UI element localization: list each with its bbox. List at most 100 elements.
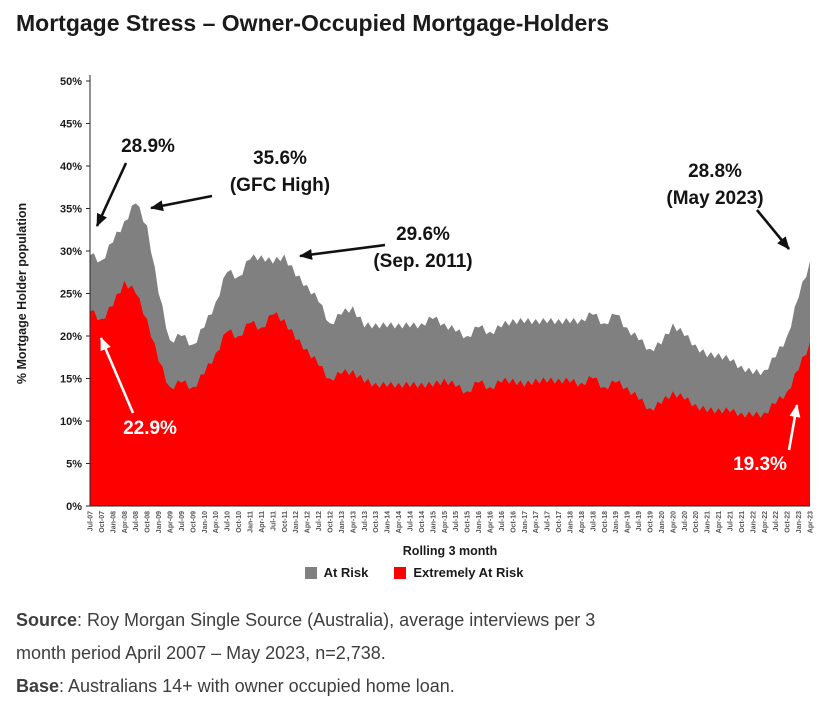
svg-text:Jul-18: Jul-18	[590, 511, 597, 531]
base-line: Base: Australians 14+ with owner occupie…	[16, 670, 822, 703]
at-risk-swatch-icon	[304, 566, 317, 579]
base-label: Base	[16, 676, 60, 696]
svg-text:Apr-15: Apr-15	[442, 511, 449, 533]
mortgage-stress-area-chart: 0% 5% 10% 15% 20% 25% 30% 35% 40% 45% 50% Jul-07 Oct…	[15, 75, 815, 558]
svg-text:Jul-14: Jul-14	[408, 511, 415, 531]
svg-text:Apr-18: Apr-18	[579, 511, 586, 533]
svg-text:Jan-13: Jan-13	[339, 511, 346, 533]
svg-text:Jan-14: Jan-14	[385, 511, 392, 533]
source-note: Source: Roy Morgan Single Source (Austra…	[16, 604, 822, 703]
svg-text:Oct-21: Oct-21	[739, 511, 746, 533]
svg-text:Oct-22: Oct-22	[785, 511, 792, 533]
annotation-gfc-caption: (GFC High)	[229, 175, 331, 196]
svg-text:Oct-11: Oct-11	[282, 511, 289, 533]
svg-text:Apr-16: Apr-16	[488, 511, 495, 533]
base-text: : Australians 14+ with owner occupied ho…	[59, 676, 455, 696]
svg-text:Apr-12: Apr-12	[305, 511, 312, 533]
svg-text:15%: 15%	[60, 374, 82, 386]
svg-text:Oct-19: Oct-19	[648, 511, 655, 533]
page: Mortgage Stress – Owner-Occupied Mortgag…	[0, 10, 822, 703]
svg-text:Oct-16: Oct-16	[510, 511, 517, 533]
svg-text:Oct-10: Oct-10	[236, 511, 243, 533]
svg-text:% Mortgage Holder population: % Mortgage Holder population	[15, 203, 29, 384]
svg-text:Apr-11: Apr-11	[259, 511, 266, 533]
source-text-1: : Roy Morgan Single Source (Australia), …	[77, 610, 596, 630]
source-line-1: Source: Roy Morgan Single Source (Austra…	[16, 604, 822, 637]
svg-text:Rolling 3 month: Rolling 3 month	[403, 544, 497, 558]
source-line-2: month period April 2007 – May 2023, n=2,…	[16, 643, 386, 663]
svg-text:Jan-12: Jan-12	[293, 511, 300, 533]
page-title: Mortgage Stress – Owner-Occupied Mortgag…	[16, 10, 610, 36]
svg-text:Jul-07: Jul-07	[88, 511, 95, 531]
svg-text:Oct-07: Oct-07	[99, 511, 106, 533]
svg-text:Jul-21: Jul-21	[728, 511, 735, 531]
svg-text:Oct-08: Oct-08	[145, 511, 152, 533]
annotation-2007-peak-value: 28.9%	[121, 136, 175, 157]
svg-text:Apr-20: Apr-20	[670, 511, 677, 533]
svg-text:Apr-23: Apr-23	[808, 511, 815, 533]
svg-text:Jan-17: Jan-17	[522, 511, 529, 533]
chart-legend: At Risk Extremely At Risk	[10, 565, 818, 580]
svg-text:Apr-19: Apr-19	[625, 511, 632, 533]
at-risk-label: At Risk	[323, 565, 369, 580]
svg-text:Oct-17: Oct-17	[556, 511, 563, 533]
svg-text:Apr-10: Apr-10	[213, 511, 220, 533]
chart-area: 0% 5% 10% 15% 20% 25% 30% 35% 40% 45% 50% Jul-07 Oct…	[10, 53, 818, 563]
svg-text:10%: 10%	[60, 416, 82, 428]
extremely-at-risk-swatch-icon	[394, 566, 407, 579]
annotation-may-2023: 28.8% (May 2023)	[640, 158, 790, 212]
annotation-may-2023-caption: (May 2023)	[666, 188, 764, 209]
legend-item-extremely-at-risk: Extremely At Risk	[394, 565, 523, 580]
annotation-extremely-2023-value: 19.3%	[733, 454, 787, 475]
svg-text:0%: 0%	[66, 501, 82, 513]
annotation-sep-2011-value: 29.6%	[396, 224, 450, 245]
annotation-sep-2011: 29.6% (Sep. 2011)	[348, 221, 498, 275]
svg-text:Jan-22: Jan-22	[750, 511, 757, 533]
svg-text:Jan-21: Jan-21	[705, 511, 712, 533]
svg-text:Jan-08: Jan-08	[110, 511, 117, 533]
svg-text:Jul-22: Jul-22	[773, 511, 780, 531]
svg-text:Apr-09: Apr-09	[168, 511, 175, 533]
svg-text:30%: 30%	[60, 246, 82, 258]
svg-text:Jul-17: Jul-17	[545, 511, 552, 531]
svg-text:50%: 50%	[60, 76, 82, 88]
annotation-2007-peak: 28.9%	[108, 133, 188, 160]
svg-text:Jan-23: Jan-23	[796, 511, 803, 533]
svg-text:35%: 35%	[60, 204, 82, 216]
svg-text:Jan-10: Jan-10	[202, 511, 209, 533]
svg-text:Oct-09: Oct-09	[190, 511, 197, 533]
svg-text:45%: 45%	[60, 119, 82, 131]
svg-text:Oct-13: Oct-13	[373, 511, 380, 533]
svg-text:40%: 40%	[60, 161, 82, 173]
svg-text:Oct-12: Oct-12	[328, 511, 335, 533]
svg-text:Jan-11: Jan-11	[248, 511, 255, 533]
annotation-extremely-2007-value: 22.9%	[123, 418, 177, 439]
svg-text:Jul-15: Jul-15	[453, 511, 460, 531]
svg-text:Jan-18: Jan-18	[568, 511, 575, 533]
svg-text:Apr-14: Apr-14	[396, 511, 403, 533]
svg-text:Jul-08: Jul-08	[133, 511, 140, 531]
svg-text:Jul-11: Jul-11	[270, 511, 277, 531]
svg-text:Jul-16: Jul-16	[499, 511, 506, 531]
svg-text:Apr-08: Apr-08	[122, 511, 129, 533]
annotation-extremely-2007: 22.9%	[110, 415, 190, 442]
svg-text:Apr-17: Apr-17	[533, 511, 540, 533]
svg-text:Jul-19: Jul-19	[636, 511, 643, 531]
legend-item-at-risk: At Risk	[304, 565, 369, 580]
svg-text:Jan-15: Jan-15	[430, 511, 437, 533]
svg-text:Jan-16: Jan-16	[476, 511, 483, 533]
svg-text:Jul-10: Jul-10	[225, 511, 232, 531]
svg-text:Jan-09: Jan-09	[156, 511, 163, 533]
annotation-gfc-high: 35.6% (GFC High)	[205, 145, 355, 199]
svg-text:Jul-12: Jul-12	[316, 511, 323, 531]
annotation-gfc-value: 35.6%	[253, 148, 307, 169]
svg-text:Apr-13: Apr-13	[350, 511, 357, 533]
annotation-extremely-2023: 19.3%	[718, 451, 802, 478]
svg-text:Oct-15: Oct-15	[465, 511, 472, 533]
svg-text:Apr-22: Apr-22	[762, 511, 769, 533]
svg-text:Oct-18: Oct-18	[602, 511, 609, 533]
svg-text:Jul-09: Jul-09	[179, 511, 186, 531]
source-label: Source	[16, 610, 78, 630]
svg-text:Jan-19: Jan-19	[613, 511, 620, 533]
annotation-may-2023-value: 28.8%	[688, 161, 742, 182]
